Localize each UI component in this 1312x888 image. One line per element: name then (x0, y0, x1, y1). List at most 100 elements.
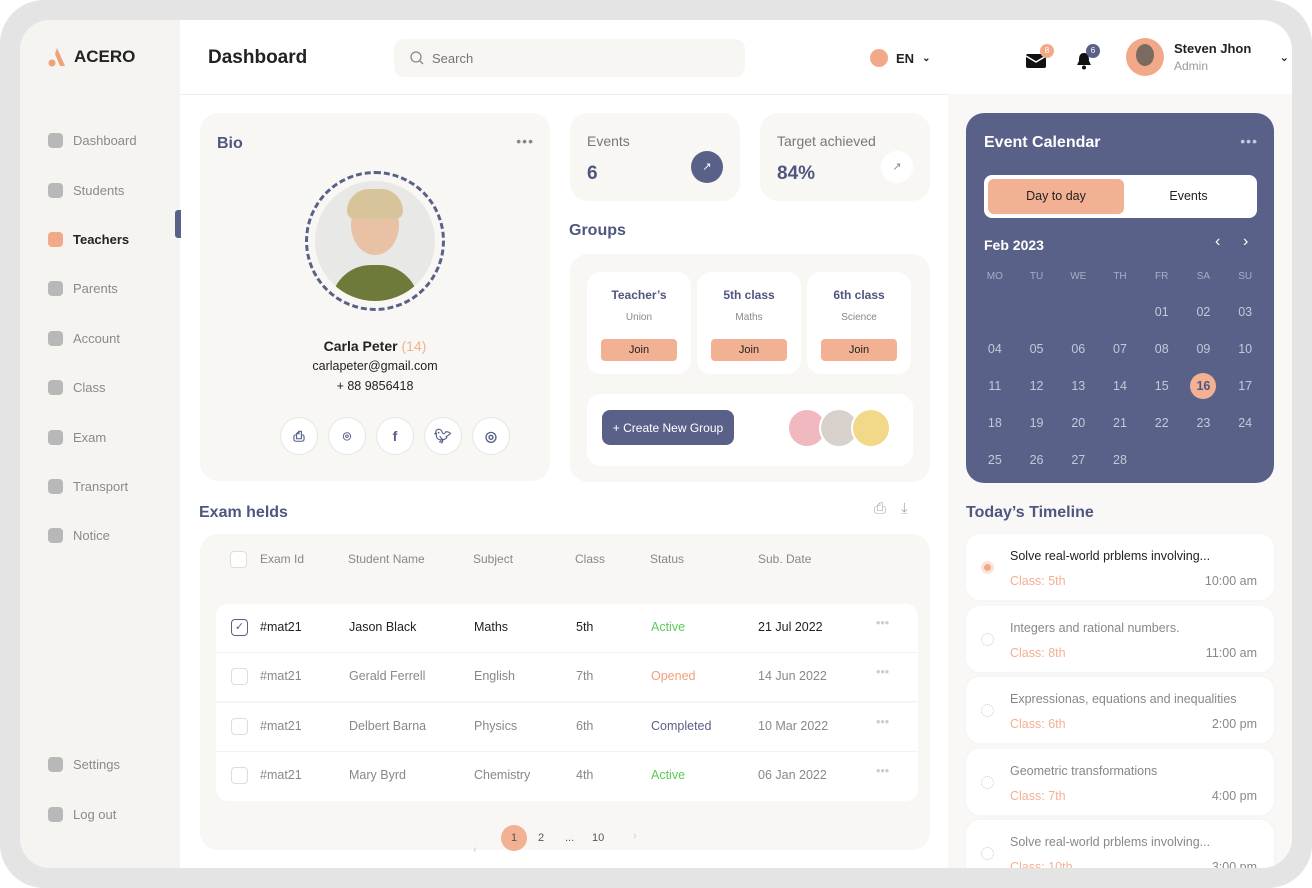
table-row[interactable]: #mat21 Mary Byrd Chemistry 4th Active 06 Jan … (216, 751, 918, 801)
next-page-icon[interactable]: › (633, 830, 637, 842)
calendar-day[interactable]: 23 (1183, 410, 1225, 447)
timeline-item[interactable]: Solve real-world prblems involving... Cla… (966, 534, 1274, 600)
calendar-day[interactable]: 12 (1016, 373, 1058, 410)
sidebar-item-notice[interactable]: Notice (48, 511, 137, 560)
join-button[interactable]: Join (601, 339, 677, 361)
calendar-day[interactable]: 03 (1224, 299, 1266, 336)
sidebar-item-log-out[interactable]: Log out (48, 789, 120, 838)
calendar-day[interactable]: 13 (1057, 373, 1099, 410)
sidebar-item-exam[interactable]: Exam (48, 412, 137, 461)
user-menu[interactable]: Steven Jhon Admin ⌄ (1126, 38, 1289, 76)
tab-events[interactable]: Events (1169, 189, 1208, 203)
calendar-day[interactable]: 25 (974, 447, 1016, 484)
calendar-day[interactable]: 24 (1224, 410, 1266, 447)
join-button[interactable]: Join (711, 339, 787, 361)
sidebar-item-class[interactable]: Class (48, 363, 137, 412)
sidebar-item-dashboard[interactable]: Dashboard (48, 116, 137, 165)
page-1[interactable]: 1 (501, 825, 527, 851)
column-header[interactable]: Exam Id (260, 552, 305, 566)
prev-page-icon[interactable]: ‹ (473, 844, 477, 856)
more-options-icon[interactable]: ••• (1240, 133, 1258, 149)
stat-value: 6 (587, 163, 598, 184)
sidebar-item-transport[interactable]: Transport (48, 462, 137, 511)
cell-subject: Physics (474, 718, 518, 733)
row-more-icon[interactable]: ••• (876, 665, 890, 680)
calendar-day[interactable]: 18 (974, 410, 1016, 447)
calendar-day[interactable]: 16 (1183, 373, 1225, 410)
print-icon[interactable]: ⎙ (874, 500, 887, 517)
mail-button[interactable]: 8 (1025, 44, 1054, 73)
create-group-button[interactable]: + Create New Group (602, 410, 734, 445)
timeline-item[interactable]: Geometric transformations Class: 7th 4:00 … (966, 748, 1274, 815)
sidebar-item-account[interactable]: Account (48, 314, 137, 363)
calendar-day[interactable]: 01 (1141, 299, 1183, 336)
more-options-icon[interactable]: ••• (516, 133, 534, 149)
page-10[interactable]: 10 (592, 832, 605, 844)
calendar-day[interactable]: 06 (1057, 336, 1099, 373)
row-more-icon[interactable]: ••• (876, 763, 890, 778)
row-more-icon[interactable]: ••• (876, 616, 890, 630)
calendar-day[interactable]: 07 (1099, 336, 1141, 373)
twitter-icon[interactable]: 🐦︎ (424, 417, 462, 455)
profile-phone: + 88 9856418 (336, 379, 414, 393)
column-header[interactable]: Class (575, 552, 606, 566)
sidebar-item-settings[interactable]: Settings (48, 740, 120, 789)
next-month-icon[interactable]: › (1243, 233, 1249, 250)
timeline-item[interactable]: Integers and rational numbers. Class: 8th… (966, 605, 1274, 672)
table-row[interactable]: #mat21 Delbert Barna Physics 6th Completed 10… (216, 702, 918, 752)
row-checkbox[interactable] (231, 766, 248, 784)
timeline-item[interactable]: Solve real-world prblems involving... Cla… (966, 820, 1274, 868)
column-header[interactable]: Status (650, 552, 685, 566)
calendar-day[interactable]: 11 (974, 373, 1016, 410)
prev-month-icon[interactable]: ‹ (1215, 233, 1221, 250)
join-button[interactable]: Join (821, 339, 897, 361)
calendar-day[interactable]: 02 (1183, 299, 1225, 336)
group-subtitle: Union (625, 312, 653, 323)
row-checkbox[interactable] (231, 717, 248, 735)
timeline-item[interactable]: Expressionas, equations and inequalities… (966, 677, 1274, 743)
arrow-icon[interactable]: ↗ (691, 151, 723, 183)
facebook-icon[interactable]: f (376, 417, 414, 455)
calendar-day[interactable]: 20 (1057, 410, 1099, 447)
calendar-day[interactable]: 05 (1016, 336, 1058, 373)
sidebar-item-label: Transport (73, 478, 129, 494)
language-selector[interactable]: EN ⌄ (870, 49, 930, 67)
printer-icon[interactable]: ⎙ (280, 417, 318, 455)
row-more-icon[interactable]: ••• (876, 714, 890, 729)
account-icon (48, 330, 63, 346)
events-stat-card: Events 6 ↗ (570, 113, 740, 201)
search-input[interactable] (432, 50, 608, 66)
sidebar-item-students[interactable]: Students (48, 165, 137, 214)
row-checkbox[interactable] (231, 668, 248, 686)
instagram-icon[interactable]: ◎ (472, 417, 510, 455)
sidebar-item-teachers[interactable]: Teachers (48, 215, 137, 264)
calendar-day[interactable]: 19 (1016, 410, 1058, 447)
tab-day-to-day[interactable]: Day to day (988, 179, 1124, 214)
search-bar[interactable] (394, 39, 745, 77)
select-all-checkbox[interactable] (230, 551, 247, 568)
calendar-day[interactable]: 09 (1183, 336, 1225, 373)
calendar-day[interactable]: 08 (1141, 336, 1183, 373)
column-header[interactable]: Student Name (348, 552, 425, 566)
location-icon[interactable]: ⌾ (328, 417, 366, 455)
page-2[interactable]: 2 (538, 832, 545, 844)
arrow-icon[interactable]: ↗ (881, 151, 913, 183)
table-row[interactable]: ✓ #mat21 Jason Black Maths 5th Active 21 Jul 2… (216, 604, 918, 653)
calendar-day[interactable]: 22 (1141, 410, 1183, 447)
calendar-day[interactable]: 15 (1141, 373, 1183, 410)
column-header[interactable]: Subject (473, 552, 514, 566)
calendar-day[interactable]: 26 (1016, 447, 1058, 484)
column-header[interactable]: Sub. Date (758, 552, 812, 566)
calendar-day[interactable]: 10 (1224, 336, 1266, 373)
calendar-day[interactable]: 27 (1057, 447, 1099, 484)
calendar-day[interactable]: 28 (1099, 447, 1141, 484)
calendar-day[interactable]: 17 (1224, 373, 1266, 410)
row-checkbox[interactable]: ✓ (231, 619, 248, 636)
calendar-day[interactable]: 04 (974, 336, 1016, 373)
calendar-day[interactable]: 14 (1099, 373, 1141, 410)
calendar-day[interactable]: 21 (1099, 410, 1141, 447)
download-icon[interactable]: ⤓ (901, 500, 908, 517)
table-row[interactable]: #mat21 Gerald Ferrell English 7th Opened 14 J… (216, 653, 918, 703)
sidebar-item-parents[interactable]: Parents (48, 264, 137, 313)
notifications-button[interactable]: 6 (1076, 44, 1100, 75)
